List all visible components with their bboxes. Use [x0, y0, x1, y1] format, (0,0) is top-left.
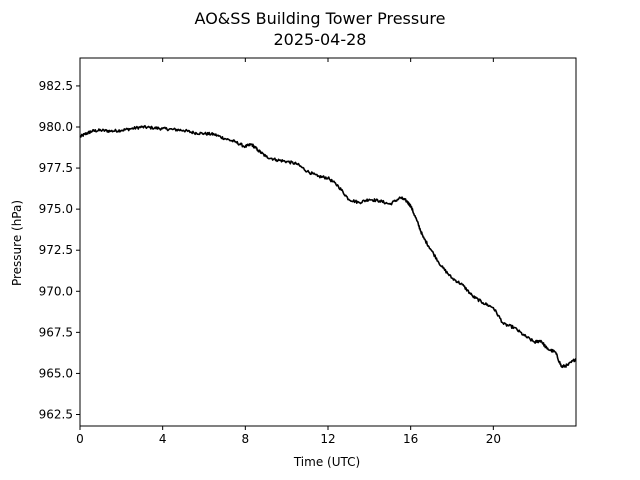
- pressure-line: [79, 124, 577, 369]
- y-tick-label: 970.0: [39, 284, 73, 298]
- y-tick-label: 972.5: [39, 243, 73, 257]
- plot-frame: [79, 57, 577, 427]
- y-axis-label: Pressure (hPa): [10, 200, 24, 286]
- y-tick-label: 967.5: [39, 325, 73, 339]
- y-tick-label: 980.0: [39, 120, 73, 134]
- y-tick-label: 965.0: [39, 366, 73, 380]
- x-tick-label: 20: [486, 432, 501, 446]
- y-tick-label: 975.0: [39, 202, 73, 216]
- x-tick-label: 0: [76, 432, 84, 446]
- y-tick-label: 982.5: [39, 79, 73, 93]
- y-tick-label: 962.5: [39, 408, 73, 422]
- plot-area: 0 4 8 12 16 20 962.5 965.0 967.5 970.0 972.5 975.0 9…: [39, 57, 577, 446]
- x-tick-label: 4: [159, 432, 167, 446]
- x-tick-label: 8: [242, 432, 250, 446]
- x-tick-label: 16: [403, 432, 418, 446]
- y-tick-label: 977.5: [39, 161, 73, 175]
- x-tick-label: 12: [320, 432, 335, 446]
- chart-subtitle: 2025-04-28: [274, 30, 367, 49]
- chart-title: AO&SS Building Tower Pressure: [195, 9, 446, 28]
- x-axis-label: Time (UTC): [293, 455, 360, 469]
